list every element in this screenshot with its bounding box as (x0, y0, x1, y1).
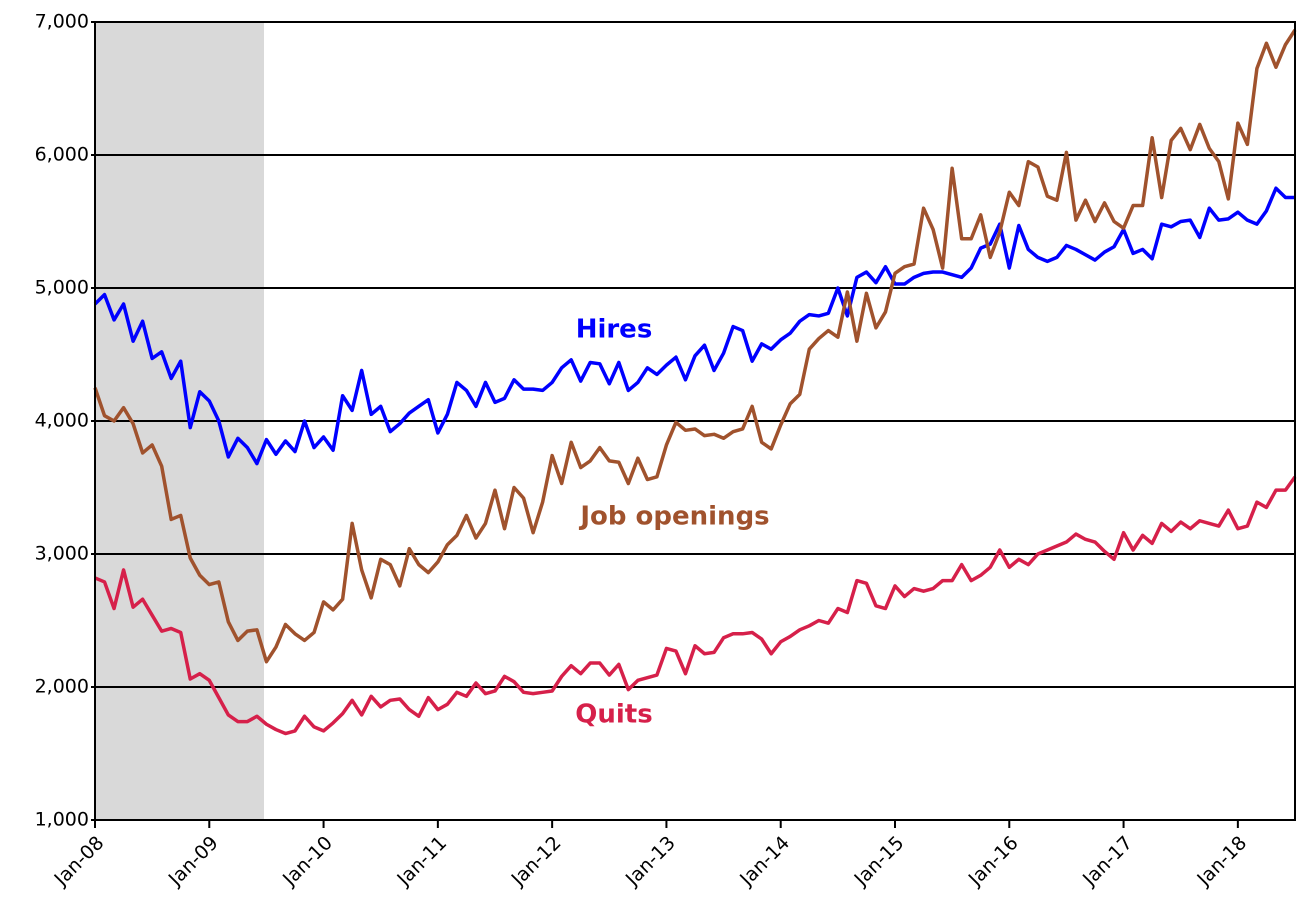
x-tick-label: Jan-17 (1078, 832, 1137, 891)
x-tick-label: Jan-08 (50, 832, 109, 891)
y-tick-label: 7,000 (35, 11, 89, 33)
x-tick-label: Jan-14 (735, 832, 794, 891)
series-label: Hires (576, 315, 653, 345)
x-tick-label: Jan-13 (621, 832, 680, 891)
series-label: Job openings (578, 502, 769, 532)
x-tick-label: Jan-18 (1192, 832, 1251, 891)
y-tick-label: 4,000 (35, 410, 89, 432)
x-tick-label: Jan-16 (964, 832, 1023, 891)
series-line (93, 186, 1295, 466)
x-tick-label: Jan-15 (850, 832, 909, 891)
series-line (93, 29, 1297, 664)
x-tick-label: Jan-11 (392, 832, 451, 891)
x-tick-label: Jan-12 (507, 832, 566, 891)
series-line (94, 475, 1297, 736)
y-tick-label: 3,000 (35, 543, 89, 565)
y-tick-label: 1,000 (35, 809, 89, 831)
series-label: Quits (575, 700, 652, 730)
x-tick-label: Jan-10 (278, 832, 337, 891)
x-tick-label: Jan-09 (164, 832, 223, 891)
y-tick-label: 5,000 (35, 277, 89, 299)
y-tick-label: 6,000 (35, 144, 89, 166)
y-tick-label: 2,000 (35, 676, 89, 698)
